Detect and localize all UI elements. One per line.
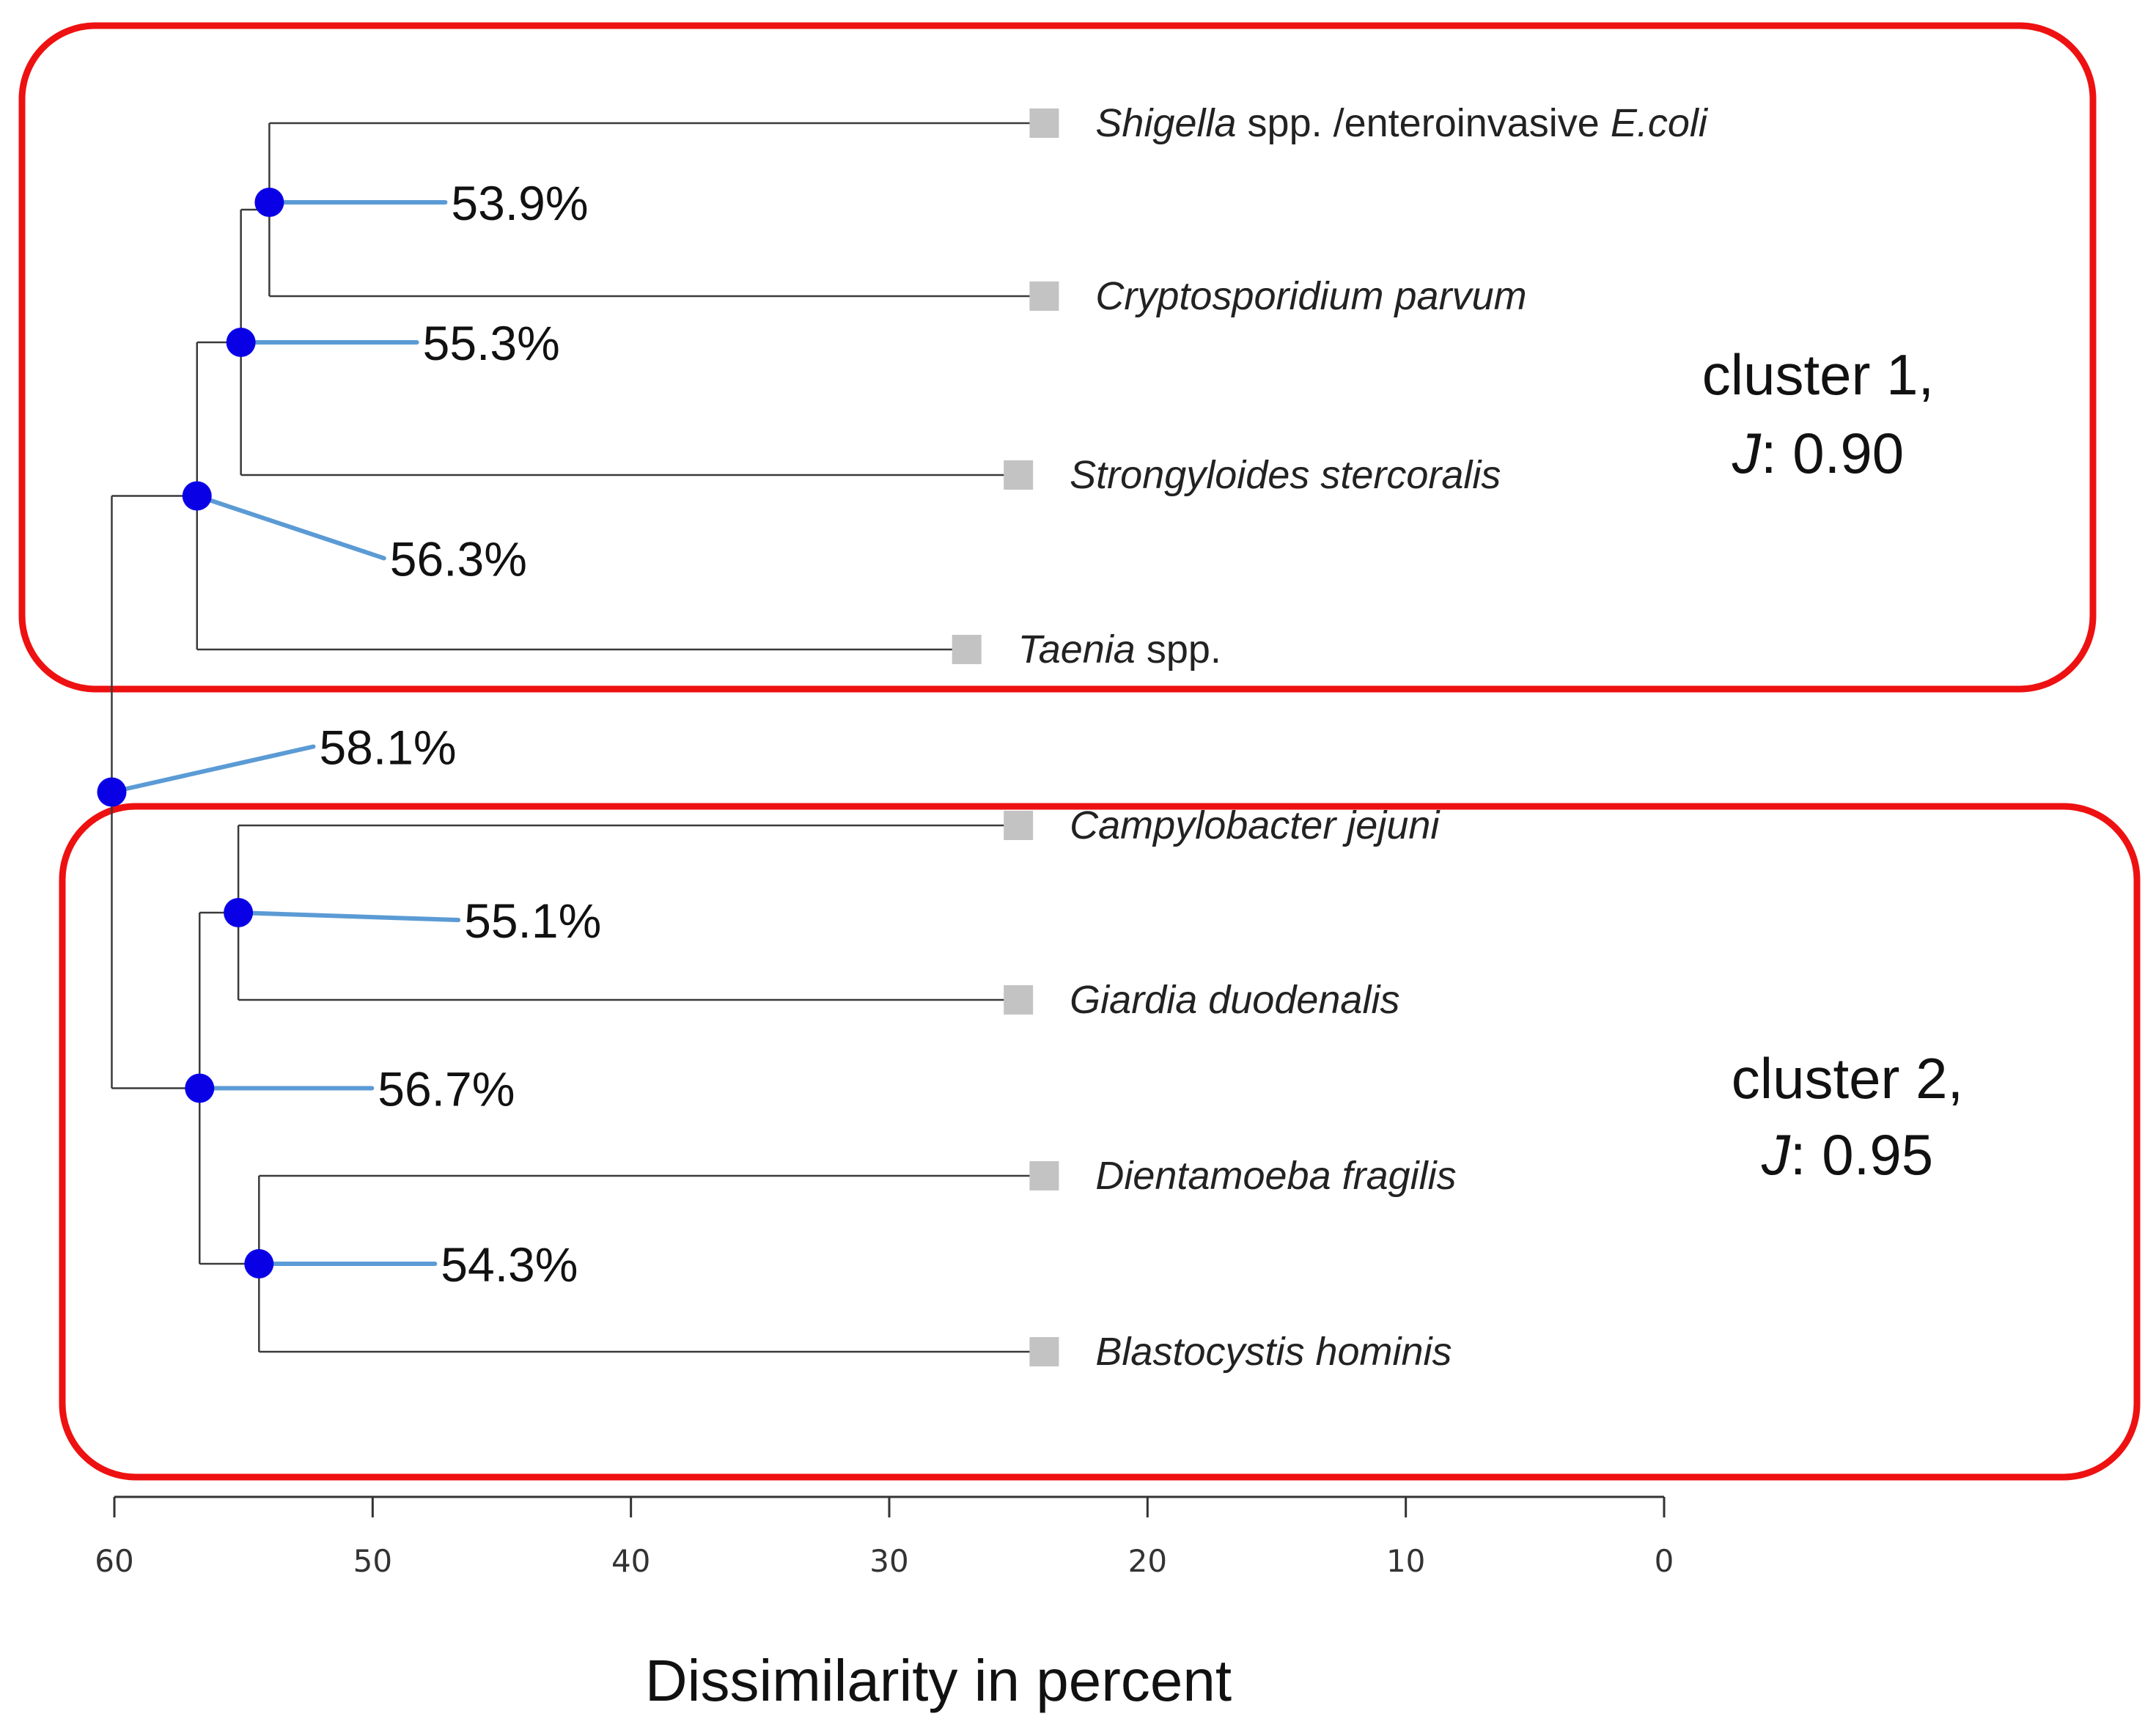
x-tick-label-20: 20 bbox=[1128, 1543, 1167, 1579]
leaf-label-strongyloides-part-0: Strongyloides stercoralis bbox=[1070, 453, 1501, 497]
merge-nodes bbox=[97, 188, 284, 1278]
x-tick-label-50: 50 bbox=[353, 1543, 392, 1579]
node-leaders bbox=[109, 200, 461, 1266]
cluster-2-label-title: cluster 2, bbox=[1732, 1046, 1963, 1111]
leaf-label-blastocystis-part-0: Blastocystis hominis bbox=[1095, 1330, 1452, 1374]
x-tick-label-60: 60 bbox=[95, 1543, 133, 1579]
leaf-label-taenia-part-0: Taenia bbox=[1018, 627, 1136, 671]
m6-percent-label: 56.7% bbox=[378, 1062, 515, 1116]
leaf-label-dientamoeba: Dientamoeba fragilis bbox=[1095, 1154, 1456, 1198]
m5-node bbox=[244, 1249, 274, 1278]
leaf-label-crypto-part-0: Cryptosporidium parvum bbox=[1095, 274, 1526, 318]
merge-percent-labels: 53.9% 55.3% 56.3% 55.1% 54.3% 56.7% 58.1% bbox=[319, 176, 601, 1292]
leaf-label-shigella-part-2: E.coli bbox=[1611, 101, 1709, 145]
m4-leader bbox=[236, 910, 461, 922]
cluster-1-j-symbol: J bbox=[1732, 421, 1762, 485]
m3-leader bbox=[194, 493, 386, 561]
cluster-1-frame bbox=[18, 22, 2097, 693]
leaf-label-taenia-part-1: spp. bbox=[1136, 627, 1221, 671]
x-tick-label-10: 10 bbox=[1386, 1543, 1425, 1579]
cluster-2-j-symbol: J bbox=[1761, 1122, 1791, 1187]
leaf-label-shigella: Shigella spp. /enteroinvasive E.coli bbox=[1095, 101, 1708, 145]
leaf-tips bbox=[952, 108, 1059, 1366]
leaf-label-campylobacter: Campylobacter jejuni bbox=[1070, 803, 1441, 847]
leaf-labels: Shigella spp. /enteroinvasive E.coli Cryp… bbox=[1018, 101, 1709, 1374]
leaf-label-strongyloides: Strongyloides stercoralis bbox=[1070, 453, 1501, 497]
dendrogram-branches bbox=[111, 122, 1045, 1353]
m2-node bbox=[226, 328, 256, 357]
cluster-1-label-title: cluster 1, bbox=[1702, 342, 1934, 407]
leaf-label-campylobacter-part-0: Campylobacter jejuni bbox=[1070, 803, 1441, 847]
cluster-2-frame bbox=[59, 803, 2141, 1481]
leaf-tip-shigella bbox=[1029, 108, 1059, 138]
m3-node bbox=[182, 481, 212, 511]
leaf-tip-giardia bbox=[1004, 985, 1034, 1015]
leaf-label-shigella-part-1: spp. /enteroinvasive bbox=[1237, 101, 1611, 145]
leaf-tip-dientamoeba bbox=[1029, 1161, 1059, 1190]
leaf-label-shigella-part-0: Shigella bbox=[1095, 101, 1236, 145]
m3-percent-label: 56.3% bbox=[390, 532, 527, 586]
m4-node bbox=[224, 898, 254, 927]
m6-node bbox=[185, 1073, 215, 1103]
leaf-tip-taenia bbox=[952, 635, 982, 664]
leaf-label-giardia-part-0: Giardia duodenalis bbox=[1070, 978, 1399, 1022]
m7-leader bbox=[109, 744, 316, 795]
leaf-label-taenia: Taenia spp. bbox=[1018, 627, 1221, 671]
cluster-frames bbox=[18, 22, 2141, 1481]
leaf-label-giardia: Giardia duodenalis bbox=[1070, 978, 1399, 1022]
m5-percent-label: 54.3% bbox=[441, 1237, 578, 1292]
leaf-tip-crypto bbox=[1029, 281, 1059, 311]
leaf-label-crypto: Cryptosporidium parvum bbox=[1095, 274, 1526, 318]
leaf-tip-blastocystis bbox=[1029, 1337, 1059, 1366]
x-tick-label-30: 30 bbox=[869, 1543, 908, 1579]
m7-percent-label: 58.1% bbox=[319, 721, 456, 775]
leaf-tip-strongyloides bbox=[1004, 460, 1034, 490]
x-tick-label-0: 0 bbox=[1655, 1543, 1674, 1579]
m7-node bbox=[97, 777, 127, 807]
m2-percent-label: 55.3% bbox=[423, 316, 560, 370]
x-tick-label-40: 40 bbox=[611, 1543, 650, 1579]
m1-node bbox=[254, 188, 284, 217]
cluster-1-label-jaccard: J: 0.90 bbox=[1732, 421, 1904, 485]
cluster-1-j-value: : 0.90 bbox=[1761, 421, 1904, 485]
leaf-tip-campylobacter bbox=[1004, 811, 1034, 840]
cluster-2-j-value: : 0.95 bbox=[1790, 1122, 1933, 1187]
m1-percent-label: 53.9% bbox=[451, 176, 588, 230]
m4-percent-label: 55.1% bbox=[464, 894, 601, 948]
leaf-label-dientamoeba-part-0: Dientamoeba fragilis bbox=[1095, 1154, 1456, 1198]
leaf-label-blastocystis: Blastocystis hominis bbox=[1095, 1330, 1452, 1374]
cluster-2-label-jaccard: J: 0.95 bbox=[1761, 1122, 1933, 1187]
x-axis-title: Dissimilarity in percent bbox=[645, 1648, 1232, 1713]
x-axis: 60 50 40 30 20 10 0 bbox=[95, 1495, 1674, 1579]
